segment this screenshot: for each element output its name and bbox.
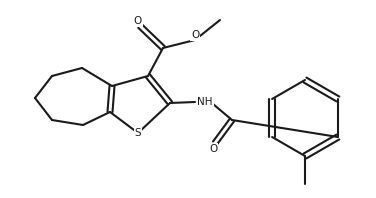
Text: O: O — [134, 16, 142, 26]
Text: NH: NH — [197, 97, 213, 107]
Text: S: S — [135, 128, 141, 138]
Text: O: O — [209, 144, 217, 154]
Text: O: O — [191, 30, 199, 40]
